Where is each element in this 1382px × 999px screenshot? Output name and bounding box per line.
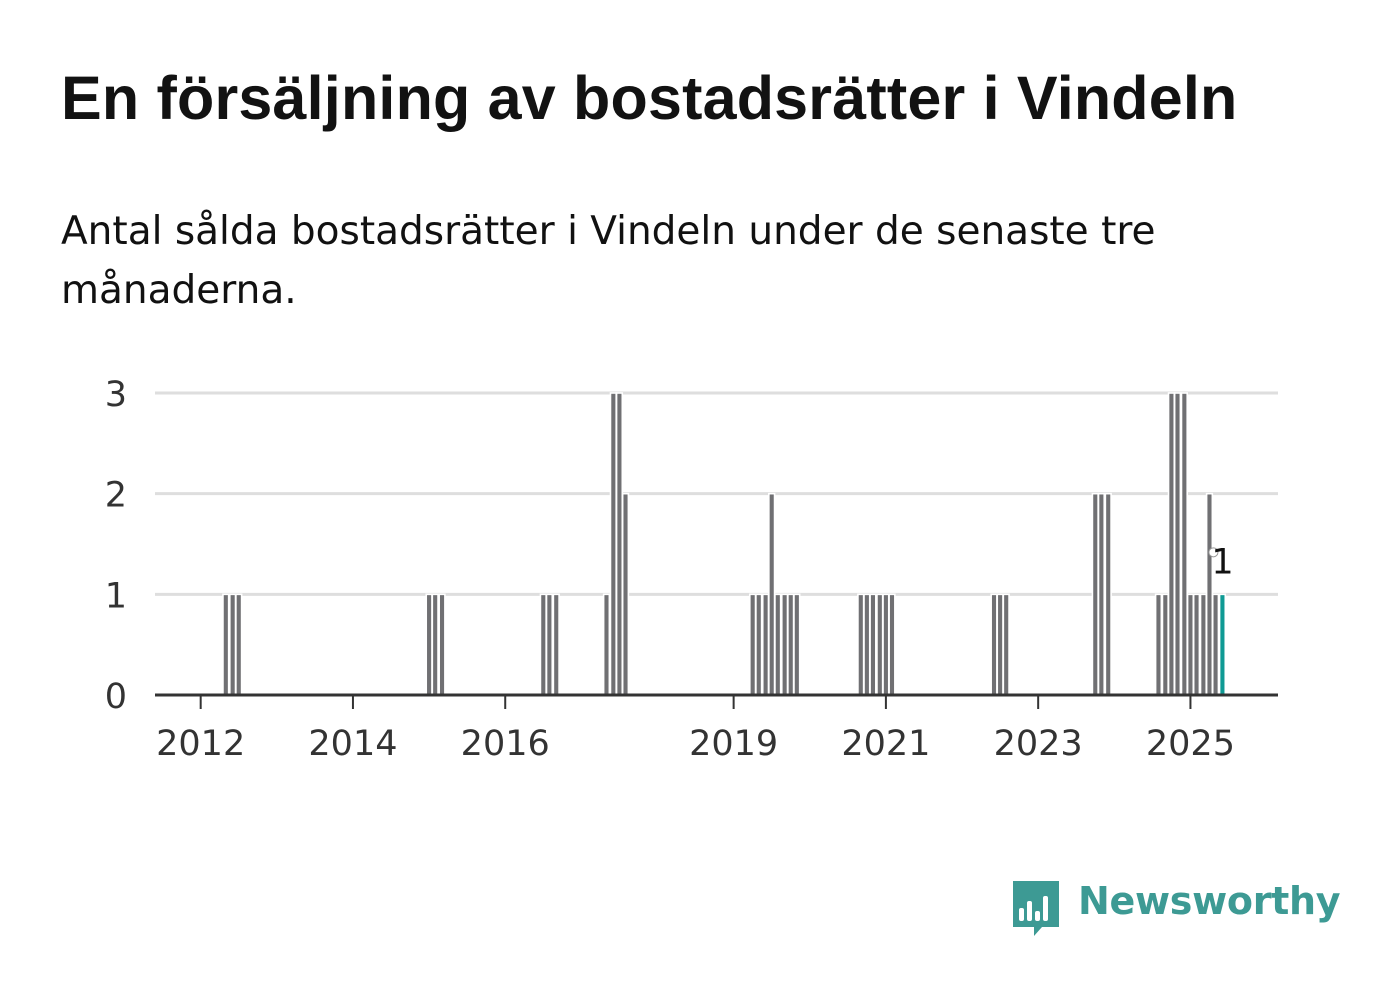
bars <box>222 392 1227 696</box>
chart-subtitle: Antal sålda bostadsrätter i Vindeln unde… <box>61 209 1156 313</box>
bar <box>615 392 624 696</box>
chart-title: En försäljning av bostadsrätter i Vindel… <box>61 64 1238 132</box>
bar <box>749 593 757 696</box>
bar <box>1180 392 1189 696</box>
bar <box>996 593 1004 696</box>
bar <box>609 392 617 696</box>
bar <box>1154 593 1163 696</box>
annotation: 1 <box>1208 542 1234 582</box>
brand-name: Newsworthy <box>1078 879 1341 923</box>
bar <box>774 593 782 696</box>
bar <box>882 593 890 696</box>
bar <box>1192 593 1201 696</box>
bar <box>990 593 998 696</box>
bar <box>431 593 439 696</box>
bar <box>552 593 560 696</box>
x-tick-label: 2014 <box>308 724 397 764</box>
bar <box>888 593 896 696</box>
bar <box>1167 392 1176 696</box>
bar <box>621 492 630 696</box>
bar <box>787 593 795 696</box>
x-tick-label: 2025 <box>1146 724 1235 764</box>
y-tick-label: 0 <box>105 677 127 717</box>
x-tick-label: 2012 <box>156 724 245 764</box>
bar <box>1199 593 1208 696</box>
bar <box>602 593 611 696</box>
bar <box>869 593 877 696</box>
bar <box>1002 593 1010 696</box>
bar <box>793 593 801 696</box>
bar <box>222 593 230 696</box>
grid-lines <box>155 391 1278 596</box>
bar <box>1097 492 1106 696</box>
y-axis-labels: 0 1 2 3 <box>105 375 127 717</box>
bar <box>1104 492 1112 696</box>
bar <box>229 593 237 696</box>
bar <box>761 593 770 696</box>
bar <box>545 593 554 696</box>
y-tick-label: 2 <box>105 476 127 516</box>
y-tick-label: 1 <box>105 576 127 616</box>
bar <box>1211 593 1220 696</box>
bar <box>863 593 871 696</box>
bar <box>235 593 243 696</box>
x-tick-label: 2019 <box>689 724 778 764</box>
newsworthy-logo: Newsworthy <box>1010 878 1341 940</box>
bar <box>876 593 884 696</box>
x-axis <box>155 693 1278 709</box>
bar <box>780 593 789 696</box>
bar <box>1173 392 1182 696</box>
bar <box>768 492 776 696</box>
bar <box>857 593 865 696</box>
annotation-marker <box>1208 547 1219 558</box>
bar <box>1091 492 1099 696</box>
bar <box>1186 593 1195 696</box>
highlight-bar <box>1218 593 1227 696</box>
x-axis-labels: 2012 2014 2016 2019 2021 2023 2025 <box>156 724 1235 764</box>
x-tick-label: 2016 <box>461 724 550 764</box>
bar <box>755 593 763 696</box>
x-tick-label: 2021 <box>841 724 930 764</box>
x-tick-label: 2023 <box>994 724 1083 764</box>
bar-chart-speech-bubble-icon <box>1013 881 1059 936</box>
bar <box>438 593 446 696</box>
bar <box>1161 593 1169 696</box>
y-tick-label: 3 <box>105 375 127 415</box>
bar <box>425 593 433 696</box>
bar <box>539 593 547 696</box>
bar <box>1205 492 1214 696</box>
annotation-label: 1 <box>1211 542 1233 582</box>
